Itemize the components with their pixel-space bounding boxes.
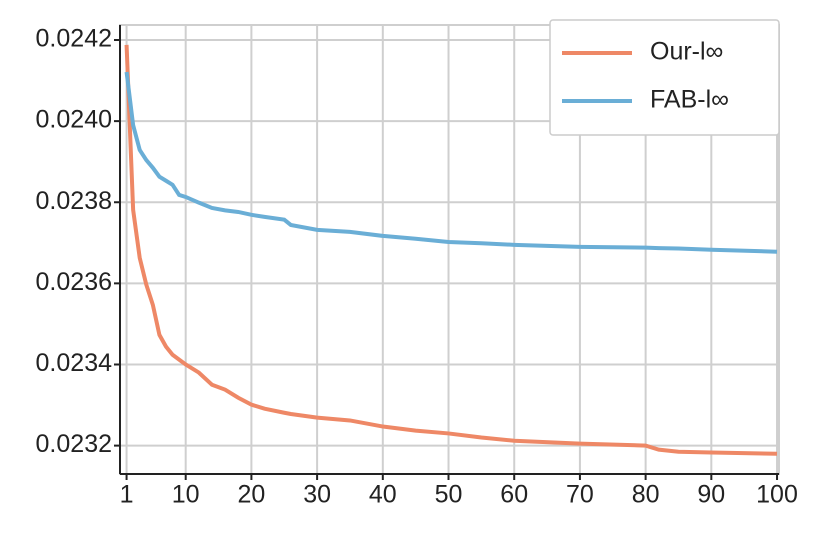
x-tick-label: 40 <box>369 481 397 509</box>
y-tick-label: 0.0238 <box>36 187 112 215</box>
legend-label: Our-l∞ <box>650 38 723 66</box>
y-tick-label: 0.0240 <box>36 106 112 134</box>
x-tick-label: 100 <box>756 481 798 509</box>
y-tick-label: 0.0236 <box>36 268 112 296</box>
x-tick-label: 10 <box>172 481 200 509</box>
x-tick-label: 50 <box>435 481 463 509</box>
x-tick-label: 20 <box>237 481 265 509</box>
x-tick-label: 90 <box>697 481 725 509</box>
y-tick-label: 0.0234 <box>36 349 113 377</box>
x-tick-label: 60 <box>500 481 528 509</box>
series-line <box>124 44 778 456</box>
legend-box <box>549 19 780 136</box>
x-tick-label: 70 <box>566 481 594 509</box>
y-tick-label: 0.0232 <box>36 430 112 458</box>
x-tick-label: 1 <box>120 481 134 509</box>
y-tick-label: 0.0242 <box>36 25 112 53</box>
legend-label: FAB-l∞ <box>650 86 729 114</box>
series-line <box>124 71 778 254</box>
x-tick-label: 30 <box>303 481 331 509</box>
x-tick-label: 80 <box>632 481 660 509</box>
